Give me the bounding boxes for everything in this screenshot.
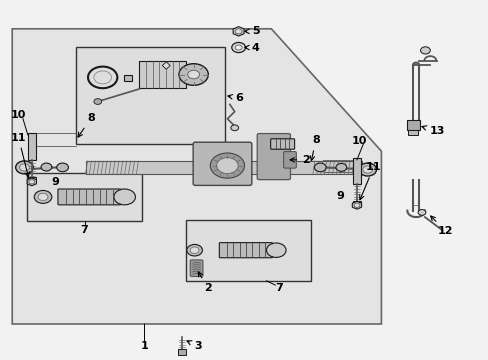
Text: 3: 3 (186, 341, 202, 351)
Text: 8: 8 (78, 113, 95, 137)
Circle shape (335, 163, 346, 171)
Text: 7: 7 (275, 283, 283, 293)
Text: 11: 11 (11, 132, 29, 177)
Circle shape (41, 163, 52, 171)
Text: 6: 6 (227, 93, 243, 103)
Text: 12: 12 (430, 216, 452, 236)
Polygon shape (233, 27, 244, 36)
Bar (352, 201, 360, 205)
Circle shape (190, 247, 199, 253)
Bar (352, 158, 360, 184)
Text: 9: 9 (336, 191, 344, 201)
Text: 5: 5 (244, 26, 259, 36)
Circle shape (179, 64, 208, 85)
Text: 10: 10 (351, 136, 366, 146)
Circle shape (94, 99, 102, 104)
FancyBboxPatch shape (219, 243, 272, 258)
Bar (124, 75, 132, 81)
Bar (28, 177, 36, 182)
Circle shape (417, 210, 425, 215)
Circle shape (34, 190, 52, 203)
Circle shape (362, 166, 372, 173)
Text: 9: 9 (51, 177, 59, 187)
Circle shape (187, 70, 199, 79)
Circle shape (235, 29, 242, 34)
Circle shape (230, 125, 238, 131)
Text: 10: 10 (11, 110, 26, 120)
FancyBboxPatch shape (193, 142, 251, 185)
Bar (27, 173, 142, 221)
Circle shape (353, 203, 359, 207)
Polygon shape (27, 178, 37, 186)
Circle shape (114, 189, 135, 205)
Circle shape (29, 180, 35, 184)
Circle shape (235, 45, 242, 50)
Circle shape (186, 244, 202, 256)
Circle shape (38, 193, 48, 201)
Circle shape (358, 163, 376, 176)
Text: 2: 2 (198, 272, 212, 293)
FancyBboxPatch shape (270, 139, 294, 149)
Bar (178, 349, 185, 355)
Bar (85, 161, 361, 174)
Polygon shape (12, 29, 381, 324)
Text: 11: 11 (359, 162, 381, 200)
Text: 4: 4 (244, 42, 259, 53)
Circle shape (57, 163, 68, 172)
Bar (185, 220, 310, 281)
Bar (28, 133, 36, 160)
Text: 2: 2 (289, 155, 309, 165)
Circle shape (314, 163, 325, 172)
Bar (407, 130, 417, 135)
FancyBboxPatch shape (283, 152, 296, 168)
Bar (139, 61, 185, 88)
Circle shape (266, 243, 285, 257)
Circle shape (216, 158, 238, 174)
Circle shape (16, 161, 33, 174)
Polygon shape (351, 201, 361, 209)
Circle shape (20, 164, 29, 171)
Circle shape (210, 153, 244, 178)
Circle shape (231, 42, 245, 53)
Text: 7: 7 (81, 225, 88, 235)
Text: 8: 8 (309, 135, 319, 161)
FancyBboxPatch shape (257, 134, 290, 180)
Bar (407, 120, 419, 130)
Text: 1: 1 (140, 341, 148, 351)
FancyBboxPatch shape (190, 260, 203, 276)
FancyBboxPatch shape (58, 189, 121, 205)
Circle shape (420, 47, 429, 54)
Text: 13: 13 (421, 126, 444, 136)
Polygon shape (162, 62, 170, 69)
Bar (76, 47, 224, 144)
